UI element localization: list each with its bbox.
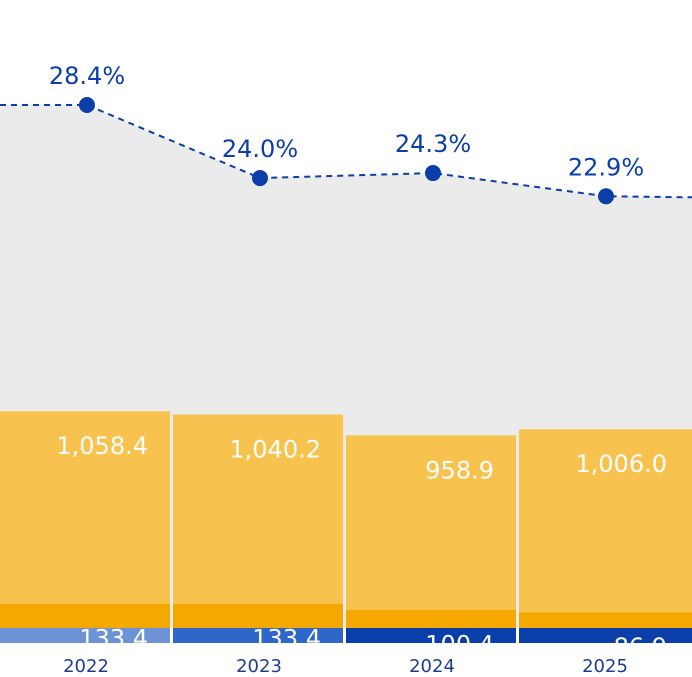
bar-upper-2022 (0, 411, 170, 604)
bar-upper-2024 (346, 435, 516, 610)
bar-upper-2023 (173, 414, 343, 604)
ratio-label: 24.3% (395, 130, 471, 158)
lower-value-label: 86.9 (614, 633, 667, 661)
bar-lower-2025 (519, 612, 692, 628)
ratio-label: 28.4% (49, 62, 125, 90)
upper-value-label: 1,006.0 (575, 450, 667, 478)
ratio-point-2024 (425, 165, 441, 182)
x-tick-label: 2022 (63, 656, 109, 677)
lower-value-label: 133.4 (252, 625, 321, 653)
bar-upper-2025 (519, 429, 692, 613)
upper-value-label: 1,040.2 (229, 436, 321, 464)
x-tick-label: 2023 (236, 656, 282, 677)
x-tick-label: 2025 (582, 656, 628, 677)
ratio-label: 24.0% (222, 135, 298, 163)
base-strip-2024 (346, 628, 516, 643)
x-tick-label: 2024 (409, 656, 455, 677)
base-strip-2023 (173, 628, 343, 643)
bar-lower-2024 (346, 609, 516, 628)
base-strip-2025 (519, 628, 692, 643)
upper-value-label: 958.9 (425, 456, 494, 484)
bar-lower-2022 (0, 603, 170, 628)
base-strip-2022 (0, 628, 170, 643)
lower-value-label: 100.4 (425, 631, 494, 659)
upper-value-label: 1,058.4 (56, 432, 148, 460)
lower-value-label: 133.4 (79, 625, 148, 653)
ratio-point-2022 (79, 97, 95, 113)
ratio-point-2025 (598, 188, 614, 205)
ratio-point-2023 (252, 170, 268, 187)
bar-lower-2023 (173, 603, 343, 628)
ratio-label: 22.9% (568, 153, 644, 181)
